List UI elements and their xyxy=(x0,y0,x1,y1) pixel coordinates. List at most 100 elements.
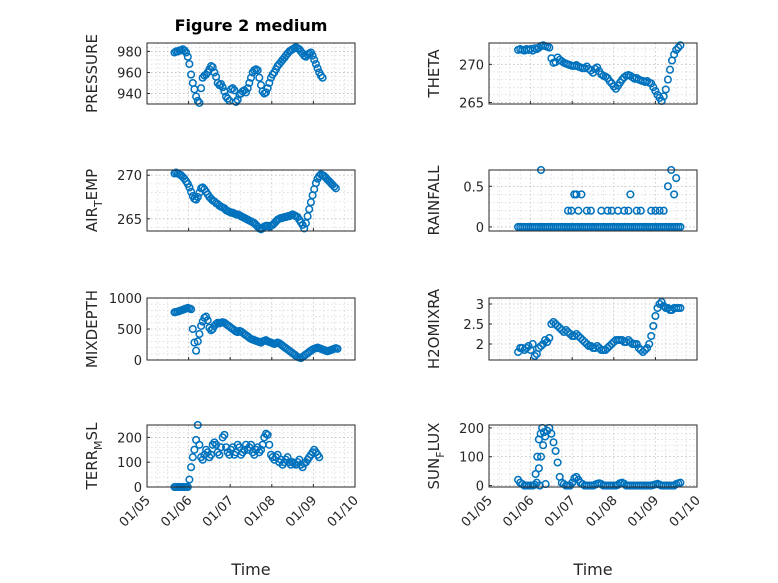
air-temp-subplot: 265 270 AIRTEMP xyxy=(83,168,356,234)
mixdepth-y-label: MIXDEPTH xyxy=(83,290,101,368)
sun-flux-point xyxy=(539,441,548,450)
mixdepth-axes-frame xyxy=(146,297,356,361)
rainfall-point xyxy=(663,182,672,191)
h2omixra-point xyxy=(657,297,666,307)
h2omixra-subplot: 2 2.5 3 H2OMIXRA xyxy=(425,288,698,369)
rainfall-y-tick-label: 0.5 xyxy=(463,180,484,195)
theta-series xyxy=(514,41,685,106)
theta-point xyxy=(672,45,681,54)
terr-msl-point xyxy=(263,430,272,439)
pressure-point xyxy=(255,73,264,82)
theta-point xyxy=(651,86,660,96)
terr-msl-point xyxy=(187,463,196,472)
pressure-point xyxy=(241,88,251,97)
mixdepth-point xyxy=(193,337,202,346)
rainfall-point xyxy=(672,174,681,183)
mixdepth-series xyxy=(170,303,342,363)
sun-flux-axes-frame xyxy=(488,424,698,488)
sun-flux-plot-area xyxy=(489,425,697,487)
terr-msl-point xyxy=(246,440,256,449)
pressure-y-label: PRESSURE xyxy=(83,34,101,113)
h2omixra-axes-frame xyxy=(488,297,698,361)
rainfall-point xyxy=(574,206,583,215)
pressure-point xyxy=(197,84,206,93)
theta-point xyxy=(586,66,595,75)
air-temp-point xyxy=(331,184,340,193)
h2omixra-y-tick-label: 2 xyxy=(476,338,484,353)
rainfall-point xyxy=(670,190,679,199)
mixdepth-point xyxy=(195,329,204,339)
theta-y-label: THETA xyxy=(425,49,443,99)
pressure-point xyxy=(218,83,227,92)
terr-msl-point xyxy=(216,443,226,452)
terr-msl-point xyxy=(185,475,194,484)
h2omixra-point xyxy=(536,341,546,351)
air-temp-series xyxy=(170,168,340,234)
mixdepth-point xyxy=(202,312,211,321)
h2omixra-point xyxy=(651,311,660,321)
h2omixra-point xyxy=(676,303,685,313)
mixdepth-point xyxy=(333,344,342,353)
sun-flux-point xyxy=(539,428,548,437)
h2omixra-point xyxy=(593,341,602,351)
rainfall-point xyxy=(603,206,612,215)
rainfall-point xyxy=(577,190,586,199)
pressure-point xyxy=(180,46,189,55)
theta-point xyxy=(609,82,618,91)
h2omixra-point xyxy=(647,331,656,341)
pressure-point xyxy=(230,86,239,95)
sun-flux-point xyxy=(547,429,556,438)
terr-msl-series xyxy=(170,420,324,492)
theta-point xyxy=(676,41,685,50)
pressure-series xyxy=(170,43,327,107)
mixdepth-point xyxy=(187,305,196,314)
h2omixra-point xyxy=(655,299,664,309)
figure-title: Figure 2 medium xyxy=(175,16,328,35)
pressure-point xyxy=(223,94,232,103)
rainfall-point xyxy=(647,206,656,215)
theta-point xyxy=(670,50,679,59)
terr-msl-y-tick-label: 200 xyxy=(117,431,142,446)
h2omixra-point xyxy=(563,327,573,337)
air-temp-y-label: AIRTEMP xyxy=(83,169,105,232)
rainfall-point xyxy=(624,206,633,215)
mixdepth-subplot: 0 500 1000 MIXDEPTH xyxy=(83,290,356,369)
terr-msl-point xyxy=(195,440,204,449)
pressure-point xyxy=(187,70,196,79)
pressure-point xyxy=(261,88,271,97)
sun-flux-x-label: Time xyxy=(572,560,612,579)
air-temp-axes-frame xyxy=(146,169,356,232)
sun-flux-point xyxy=(568,478,577,487)
pressure-point xyxy=(182,48,191,57)
h2omixra-point xyxy=(549,317,558,327)
h2omixra-point xyxy=(605,341,614,351)
pressure-point xyxy=(308,51,317,60)
pressure-point xyxy=(228,84,237,93)
sun-flux-point xyxy=(676,478,685,487)
h2omixra-point xyxy=(640,345,650,355)
sun-flux-y-tick-label: 200 xyxy=(459,422,484,437)
h2omixra-point xyxy=(645,339,654,349)
terr-msl-x-label: Time xyxy=(230,560,270,579)
pressure-point xyxy=(253,66,262,75)
sun-flux-series xyxy=(514,423,685,490)
rainfall-y-tick-label: 0 xyxy=(476,221,484,236)
terr-msl-point xyxy=(283,453,292,462)
h2omixra-point xyxy=(539,339,548,349)
sun-flux-point xyxy=(551,446,560,456)
pressure-point xyxy=(183,52,192,61)
h2omixra-point xyxy=(603,343,612,353)
terr-msl-point xyxy=(220,430,229,439)
sun-flux-point xyxy=(531,469,540,479)
h2omixra-point xyxy=(530,351,539,361)
h2omixra-y-label: H2OMIXRA xyxy=(425,288,443,369)
pressure-point xyxy=(263,84,272,93)
h2omixra-point xyxy=(659,301,668,311)
h2omixra-point xyxy=(574,331,583,341)
terr-msl-axes-frame xyxy=(146,424,356,488)
sun-flux-point xyxy=(535,481,544,490)
sun-flux-point xyxy=(530,480,539,489)
theta-y-tick-label: 270 xyxy=(459,58,484,73)
h2omixra-point xyxy=(561,325,571,335)
pressure-point xyxy=(313,64,322,73)
